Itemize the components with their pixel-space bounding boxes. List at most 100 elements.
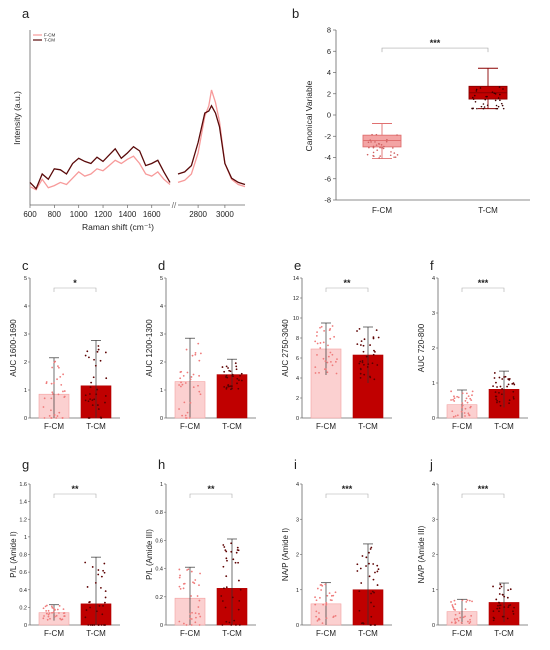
- data-point: [496, 399, 498, 402]
- data-point: [331, 353, 334, 356]
- data-point: [104, 624, 107, 626]
- data-point: [464, 415, 466, 417]
- x-tick-label: T-CM: [494, 422, 514, 431]
- data-point: [104, 601, 106, 604]
- x-tick-label: T-CM: [494, 629, 514, 638]
- data-point: [370, 615, 373, 618]
- data-point: [451, 604, 454, 606]
- significance-marker: ***: [342, 484, 353, 494]
- data-point: [366, 153, 369, 156]
- y-tick-label: 2: [296, 396, 299, 402]
- data-point: [98, 605, 101, 607]
- data-point: [452, 398, 454, 401]
- data-point: [319, 342, 322, 344]
- y-tick-label: 2: [432, 346, 435, 352]
- series-line-t-cm: [29, 145, 171, 190]
- box-f-cm: [362, 134, 402, 148]
- data-point: [513, 606, 515, 609]
- data-point: [197, 342, 200, 345]
- data-point: [104, 401, 106, 404]
- data-point: [61, 618, 64, 621]
- data-point: [335, 372, 338, 375]
- data-point: [358, 327, 361, 330]
- data-point: [471, 390, 474, 393]
- data-point: [359, 372, 362, 375]
- data-point: [496, 386, 498, 388]
- data-point: [460, 621, 463, 624]
- data-point: [84, 399, 87, 402]
- data-point: [47, 609, 50, 612]
- data-point: [46, 604, 48, 607]
- panel-label: e: [294, 258, 301, 273]
- data-point: [238, 579, 240, 582]
- data-point: [368, 562, 370, 565]
- data-point: [461, 392, 464, 395]
- data-point: [396, 154, 399, 156]
- data-point: [44, 605, 47, 608]
- data-point: [97, 408, 100, 410]
- data-point: [221, 366, 224, 368]
- x-tick-label: F-CM: [44, 629, 64, 638]
- data-point: [63, 390, 66, 392]
- y-tick-label: 0: [296, 623, 299, 629]
- data-point: [375, 144, 378, 146]
- data-point: [496, 607, 499, 610]
- data-point: [192, 386, 195, 389]
- y-axis-title: AUC 1600-1690: [9, 319, 18, 377]
- y-tick-label: 1.6: [19, 482, 27, 488]
- data-point: [509, 604, 512, 606]
- data-point: [318, 371, 320, 374]
- data-point: [102, 604, 104, 607]
- data-point: [496, 401, 498, 404]
- data-point: [190, 618, 193, 620]
- data-point: [86, 586, 89, 588]
- x-tick-label: 3000: [216, 210, 234, 219]
- legend-label: T-CM: [44, 38, 55, 43]
- y-tick-label: 0.8: [19, 553, 27, 559]
- data-point: [503, 376, 506, 378]
- data-point: [370, 601, 372, 604]
- y-tick-label: 0.8: [155, 510, 163, 516]
- data-point: [467, 620, 469, 623]
- data-point: [183, 401, 186, 404]
- data-point: [189, 617, 192, 620]
- data-point: [500, 393, 503, 396]
- significance-marker: **: [71, 484, 79, 494]
- data-point: [189, 613, 192, 615]
- data-point: [181, 383, 184, 386]
- data-point: [376, 149, 379, 151]
- data-point: [329, 360, 332, 363]
- data-point: [499, 99, 501, 102]
- data-point: [178, 620, 181, 623]
- data-point: [498, 86, 501, 88]
- data-point: [498, 604, 501, 607]
- data-point: [376, 584, 379, 586]
- data-point: [93, 398, 96, 401]
- data-point: [452, 415, 455, 418]
- data-point: [185, 348, 188, 351]
- data-point: [453, 395, 455, 398]
- data-point: [88, 601, 91, 604]
- data-point: [465, 397, 468, 400]
- data-point: [469, 405, 472, 408]
- data-point: [240, 379, 243, 382]
- data-point: [377, 568, 380, 571]
- data-point: [62, 373, 65, 376]
- data-point: [53, 414, 56, 416]
- data-point: [464, 615, 466, 618]
- data-point: [386, 138, 388, 141]
- data-point: [86, 350, 89, 353]
- data-point: [473, 94, 476, 97]
- data-point: [453, 618, 456, 620]
- y-axis-title: AUC 2750-3040: [281, 319, 290, 377]
- data-point: [318, 612, 320, 614]
- data-point: [190, 595, 192, 597]
- data-point: [180, 381, 182, 384]
- data-point: [379, 146, 381, 149]
- data-point: [480, 105, 483, 108]
- data-point: [324, 583, 327, 586]
- data-point: [377, 336, 380, 339]
- data-point: [493, 377, 496, 379]
- data-point: [43, 615, 45, 617]
- data-point: [455, 621, 457, 624]
